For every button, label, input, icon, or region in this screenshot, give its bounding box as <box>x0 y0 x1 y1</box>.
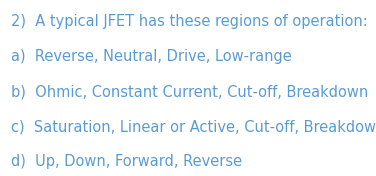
Text: 2)  A typical JFET has these regions of operation:: 2) A typical JFET has these regions of o… <box>11 14 368 29</box>
Text: d)  Up, Down, Forward, Reverse: d) Up, Down, Forward, Reverse <box>11 154 243 169</box>
Text: a)  Reverse, Neutral, Drive, Low-range: a) Reverse, Neutral, Drive, Low-range <box>11 49 292 64</box>
Text: c)  Saturation, Linear or Active, Cut-off, Breakdown: c) Saturation, Linear or Active, Cut-off… <box>11 119 376 134</box>
Text: b)  Ohmic, Constant Current, Cut-off, Breakdown: b) Ohmic, Constant Current, Cut-off, Bre… <box>11 84 368 99</box>
